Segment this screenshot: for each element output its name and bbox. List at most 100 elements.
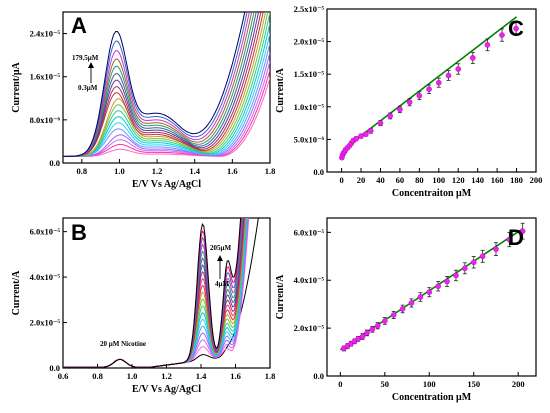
panel-letter-b: B bbox=[71, 220, 87, 245]
data-point bbox=[358, 133, 364, 139]
data-point bbox=[355, 336, 361, 342]
panel-c: 0 20 40 60 80 100 120 140 160 180 200 0.0 5.0x10⁻⁶ 1.… bbox=[275, 4, 542, 199]
x-tick-label: 50 bbox=[381, 379, 390, 389]
x-tick-label: 20 bbox=[357, 175, 366, 185]
y-tick-label: 6.0x10⁻⁵ bbox=[294, 227, 325, 237]
y-tick-label: 0.0 bbox=[313, 371, 324, 381]
x-tick-label: 40 bbox=[376, 175, 385, 185]
x-tick-label: 1.2 bbox=[161, 371, 172, 381]
x-axis-label: E/V Vs Ag/AgCl bbox=[132, 384, 201, 395]
x-tick-label: 80 bbox=[415, 175, 424, 185]
x-tick-label: 1.8 bbox=[265, 371, 276, 381]
data-point bbox=[445, 72, 452, 79]
y-tick-label: 5.0x10⁻⁶ bbox=[294, 134, 325, 144]
x-tick-label: 100 bbox=[432, 175, 445, 185]
x-tick-label: 160 bbox=[491, 175, 504, 185]
y-tick-label: 8.0x10⁻⁶ bbox=[30, 115, 61, 125]
cv-curve bbox=[63, 12, 257, 157]
data-point bbox=[364, 330, 370, 336]
x-tick-label: 180 bbox=[510, 175, 523, 185]
data-point bbox=[470, 55, 476, 61]
data-point bbox=[353, 135, 359, 142]
x-tick-label: 60 bbox=[396, 175, 405, 185]
data-point bbox=[435, 283, 441, 290]
x-tick-label: 1.6 bbox=[230, 371, 241, 381]
x-tick-label: 150 bbox=[467, 379, 480, 389]
x-tick-label: 1.0 bbox=[127, 371, 138, 381]
x-tick-label: 1.4 bbox=[189, 166, 200, 176]
cv-curve bbox=[63, 42, 270, 157]
data-point bbox=[519, 228, 526, 234]
curves bbox=[63, 12, 270, 157]
y-tick-label: 2.0x10⁻⁵ bbox=[294, 37, 325, 47]
cv-curve bbox=[63, 61, 270, 157]
data-point bbox=[513, 25, 519, 32]
y-axis-label: Current/A bbox=[275, 67, 286, 113]
data-point bbox=[462, 265, 468, 272]
y-axis-label: Current/A bbox=[275, 274, 286, 320]
cv-curve bbox=[63, 12, 264, 157]
x-tick-label: 140 bbox=[471, 175, 484, 185]
x-tick-label: 0 bbox=[339, 175, 343, 185]
data-point bbox=[363, 131, 369, 137]
data-point bbox=[453, 272, 459, 279]
curves bbox=[63, 218, 259, 368]
data-point bbox=[359, 333, 366, 340]
data-point bbox=[397, 106, 403, 113]
annotation-high: 205μM bbox=[210, 244, 231, 252]
annotation-high: 179.5μM bbox=[72, 54, 99, 62]
x-tick-label: 1.8 bbox=[265, 166, 276, 176]
cv-curve bbox=[63, 22, 270, 157]
data-point bbox=[426, 289, 433, 296]
cv-curve bbox=[63, 52, 270, 157]
y-axis-label: Current/A bbox=[11, 270, 22, 316]
cv-curve bbox=[63, 12, 248, 157]
data-point bbox=[435, 79, 442, 86]
cv-curve bbox=[63, 12, 269, 157]
annotation-low: 0.3μM bbox=[78, 84, 98, 92]
data-point bbox=[387, 113, 393, 119]
data-point bbox=[417, 294, 424, 300]
x-tick-label: 0.8 bbox=[92, 371, 103, 381]
plot-frame bbox=[62, 11, 271, 164]
x-tick-label: 200 bbox=[530, 175, 543, 185]
data-point bbox=[506, 236, 513, 243]
data-point bbox=[426, 86, 432, 92]
x-tick-label: 0 bbox=[338, 379, 342, 389]
cv-curve bbox=[63, 12, 255, 157]
cv-curve bbox=[63, 12, 246, 157]
y-tick-label: 2.0x10⁻⁵ bbox=[30, 318, 61, 328]
y-tick-label: 0.0 bbox=[313, 167, 324, 177]
data-point bbox=[390, 312, 397, 318]
data-point bbox=[382, 318, 388, 324]
x-tick-label: 1.2 bbox=[152, 166, 163, 176]
x-axis-label: E/V Vs Ag/AgCl bbox=[132, 179, 201, 190]
data-point bbox=[377, 120, 384, 126]
cv-curve bbox=[63, 12, 253, 157]
cv-curve bbox=[63, 12, 250, 157]
cv-curve bbox=[63, 69, 270, 157]
x-tick-label: 0.8 bbox=[77, 166, 88, 176]
cv-curve bbox=[63, 33, 270, 157]
y-tick-label: 1.6x10⁻⁵ bbox=[30, 72, 61, 82]
data-point bbox=[369, 326, 376, 333]
y-tick-label: 2.5x10⁻⁵ bbox=[294, 4, 325, 14]
cv-curve bbox=[63, 12, 266, 157]
arrow-head bbox=[88, 62, 94, 68]
data-point bbox=[399, 306, 406, 312]
panel-letter-a: A bbox=[71, 13, 87, 38]
y-tick-label: 2.0x10⁻⁵ bbox=[294, 323, 325, 333]
data-point bbox=[479, 253, 486, 260]
panel-d: 0 50 100 150 200 0.0 2.0x10⁻⁵ 4.0x10⁻⁵ 6.0x10⁻⁵ C… bbox=[275, 217, 537, 403]
y-tick-label: 4.0x10⁻⁵ bbox=[30, 272, 61, 282]
fit-line bbox=[355, 16, 518, 141]
data-point bbox=[408, 300, 415, 306]
panel-letter-c: C bbox=[508, 16, 524, 41]
x-tick-label: 0.6 bbox=[58, 371, 69, 381]
cv-curve bbox=[63, 77, 270, 157]
y-tick-label: 0.0 bbox=[49, 363, 60, 373]
data-point bbox=[367, 128, 374, 134]
cv-curve bbox=[63, 12, 260, 157]
cv-curve bbox=[63, 12, 270, 157]
